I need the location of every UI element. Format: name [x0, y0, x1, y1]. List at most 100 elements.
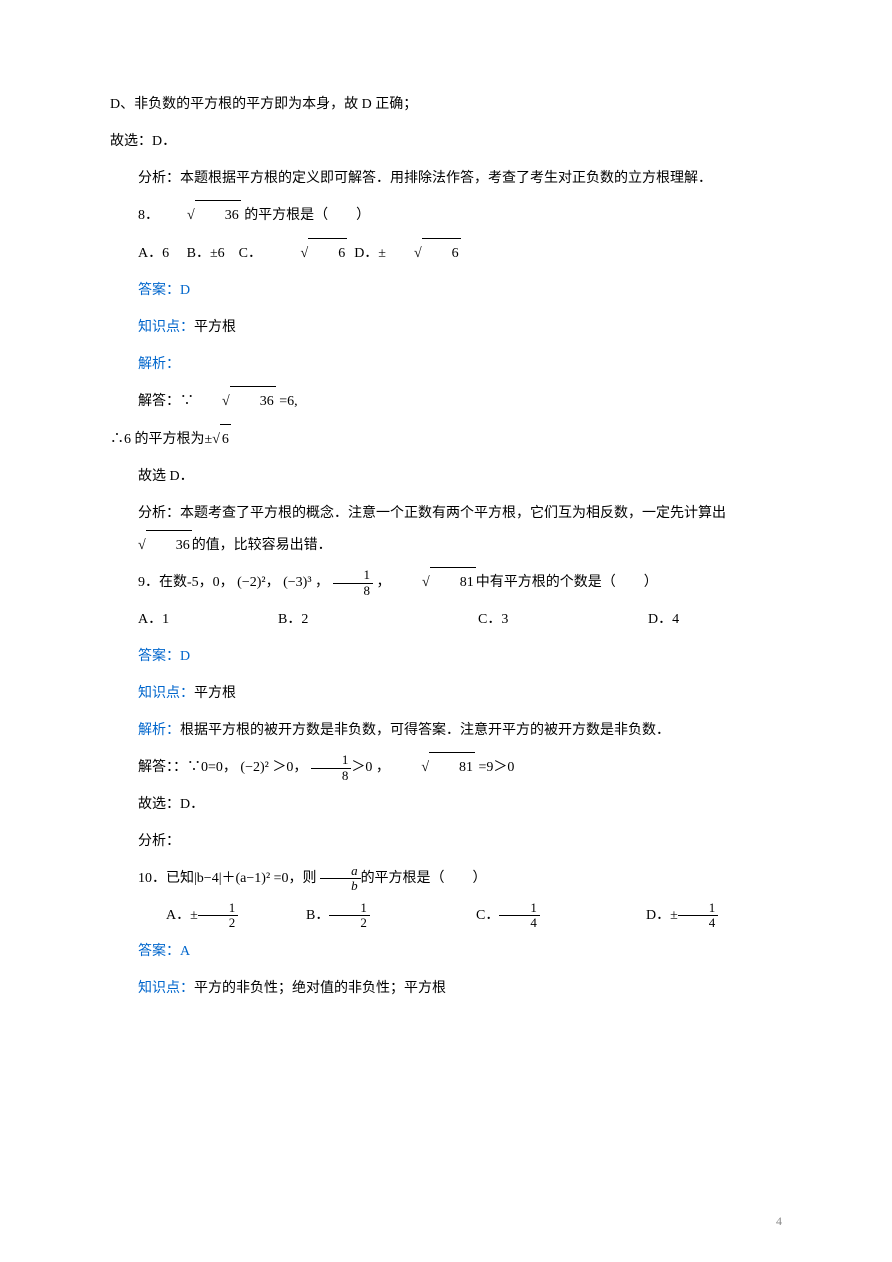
q8-num: 8． [138, 208, 159, 223]
q10-optD-txt: D．± [618, 901, 678, 932]
fraction-icon: ab [320, 864, 361, 894]
q10-options: A．±12 B．12 C．14 D．±14 [110, 901, 782, 932]
q8-sqrt6c: 6 [308, 238, 347, 270]
q8-options: A．6 B．±6 C． √6 D．±√6 [110, 238, 782, 270]
q9-neg2sqb: (−2)² [240, 760, 268, 775]
sqrt-icon: √6 [273, 238, 348, 270]
q8-sqrt36b: 36 [230, 386, 276, 418]
q8-optB: B．±6 [187, 246, 225, 261]
q9-solve-before: 解答：：∵0=0， [138, 760, 237, 775]
intro-lineD: D、非负数的平方根的平方即为本身，故 D 正确； [110, 90, 782, 121]
page-content: D、非负数的平方根的平方即为本身，故 D 正确； 故选：D． 分析：本题根据平方… [110, 90, 782, 1005]
q10-plus: ＋ [222, 871, 236, 886]
q9-optC: C．3 [450, 605, 620, 636]
q10-optB: B．12 [250, 901, 420, 932]
q9-analysis: 分析： [110, 827, 782, 858]
q9-answer: 答案：D [110, 642, 782, 673]
f4n: 1 [678, 901, 719, 916]
q9-kp-text: 平方根 [194, 686, 236, 701]
q9-comma1: ， [266, 575, 280, 590]
sqrt-icon: √81 [394, 567, 476, 599]
q9-kp: 知识点：平方根 [110, 679, 782, 710]
q9-neg2sq: (−2)² [237, 575, 265, 590]
q10-stem: 10．已知|b−4|＋(a−1)² =0，则 ab的平方根是（ ） [110, 864, 782, 895]
q9-mid: ， [315, 575, 329, 590]
q9-sqrt81: 81 [430, 567, 476, 599]
f2d: 2 [329, 916, 370, 930]
q10-eq0: =0，则 [270, 871, 320, 886]
q9-stem-before: 9．在数-5，0， [138, 575, 234, 590]
q10-abs: |b−4| [194, 871, 222, 886]
q8-analysis-before: 分析：本题考查了平方根的概念．注意一个正数有两个平方根，它们互为相反数，一定先计… [138, 506, 726, 521]
q8-sqrt36: 36 [195, 200, 241, 232]
q8-analysis: 分析：本题考查了平方根的概念．注意一个正数有两个平方根，它们互为相反数，一定先计… [110, 499, 782, 562]
q10-optA: A．±12 [110, 901, 250, 932]
fraction-icon: 14 [678, 901, 719, 931]
q8-selectD: 故选 D． [110, 462, 782, 493]
q8-stem-after: 的平方根是（ ） [241, 208, 371, 223]
q8-solve-before: 解答：∵ [138, 394, 194, 409]
q10-fn-ab: a [320, 864, 361, 879]
q10-kp: 知识点：平方的非负性；绝对值的非负性；平方根 [110, 974, 782, 1005]
sqrt-icon: √36 [159, 200, 241, 232]
q8-analysis-after: 的值，比较容易出错． [192, 538, 332, 553]
intro-analysis-text: 分析：本题根据平方根的定义即可解答．用排除法作答，考查了考生对正负数的立方根理解… [138, 171, 712, 186]
q9-optB: B．2 [250, 605, 450, 636]
q8-sqrt6d: 6 [422, 238, 461, 270]
q8-optA: A．6 [138, 246, 169, 261]
q9-mid2: ， [377, 575, 391, 590]
q8-answer: 答案：D [110, 276, 782, 307]
sqrt-icon: √6 [386, 238, 461, 270]
f2n: 1 [329, 901, 370, 916]
q9-kp-label: 知识点： [138, 686, 194, 701]
q9-stem: 9．在数-5，0， (−2)²， (−3)³ ， 18 ， √81中有平方根的个… [110, 567, 782, 599]
f3n: 1 [499, 901, 540, 916]
f1n: 1 [198, 901, 239, 916]
q9-options: A．1 B．2 C．3 D．4 [110, 605, 782, 636]
q10-asq: (a−1)² [236, 871, 271, 886]
q9-sqrt81b: 81 [429, 752, 475, 784]
q9-frac-den: 8 [333, 584, 374, 598]
q9-selectD: 故选：D． [110, 790, 782, 821]
intro-select: 故选：D． [110, 127, 782, 158]
q9-eq9: =9＞0 [475, 760, 514, 775]
q9-stem-after: 中有平方根的个数是（ ） [476, 575, 658, 590]
q10-optA-txt: A．± [138, 901, 198, 932]
q9-fd2: 8 [311, 769, 352, 783]
sqrt-icon: √6 [212, 424, 231, 456]
q8-solve-after: =6, [276, 394, 298, 409]
sqrt-icon: √36 [194, 386, 276, 418]
q10-optC: C．14 [420, 901, 590, 932]
q9-jx-text: 根据平方根的被开方数是非负数，可得答案．注意开平方的被开方数是非负数． [180, 723, 670, 738]
q10-stem-before: 10．已知 [138, 871, 194, 886]
q8-optC: C． [239, 246, 262, 261]
q9-frac-num: 1 [333, 568, 374, 583]
q9-gt0b: ＞0 ， [351, 760, 390, 775]
q10-answer: 答案：A [110, 937, 782, 968]
q8-solve: 解答：∵√36 =6, [110, 386, 782, 418]
sqrt-icon: √81 [393, 752, 475, 784]
q8-sqrt6e: 6 [220, 424, 231, 456]
q9-jx-label: 解析： [138, 723, 180, 738]
f1d: 2 [198, 916, 239, 930]
intro-analysis: 分析：本题根据平方根的定义即可解答．用排除法作答，考查了考生对正负数的立方根理解… [110, 164, 782, 195]
q9-gt0a: ＞0， [269, 760, 308, 775]
q9-jx: 解析：根据平方根的被开方数是非负数，可得答案．注意开平方的被开方数是非负数． [110, 716, 782, 747]
fraction-icon: 18 [311, 753, 352, 783]
q8-therefore: ∴6 的平方根为±√6 [110, 424, 782, 456]
fraction-icon: 12 [329, 901, 370, 931]
q10-fd-ab: b [320, 879, 361, 893]
f3d: 4 [499, 916, 540, 930]
q9-solve: 解答：：∵0=0， (−2)² ＞0， 18＞0 ， √81 =9＞0 [110, 752, 782, 784]
fraction-icon: 12 [198, 901, 239, 931]
q8-kp-label: 知识点： [138, 320, 194, 335]
q10-optB-txt: B． [278, 901, 329, 932]
q8-kp-text: 平方根 [194, 320, 236, 335]
q9-neg3cu: (−3)³ [283, 575, 311, 590]
q10-kp-text: 平方的非负性；绝对值的非负性；平方根 [194, 981, 446, 996]
page-number: 4 [776, 1208, 782, 1234]
q9-optA: A．1 [110, 605, 250, 636]
q9-optD: D．4 [620, 605, 679, 636]
q8-optD: D．± [354, 246, 386, 261]
q10-stem-after: 的平方根是（ ） [361, 871, 487, 886]
